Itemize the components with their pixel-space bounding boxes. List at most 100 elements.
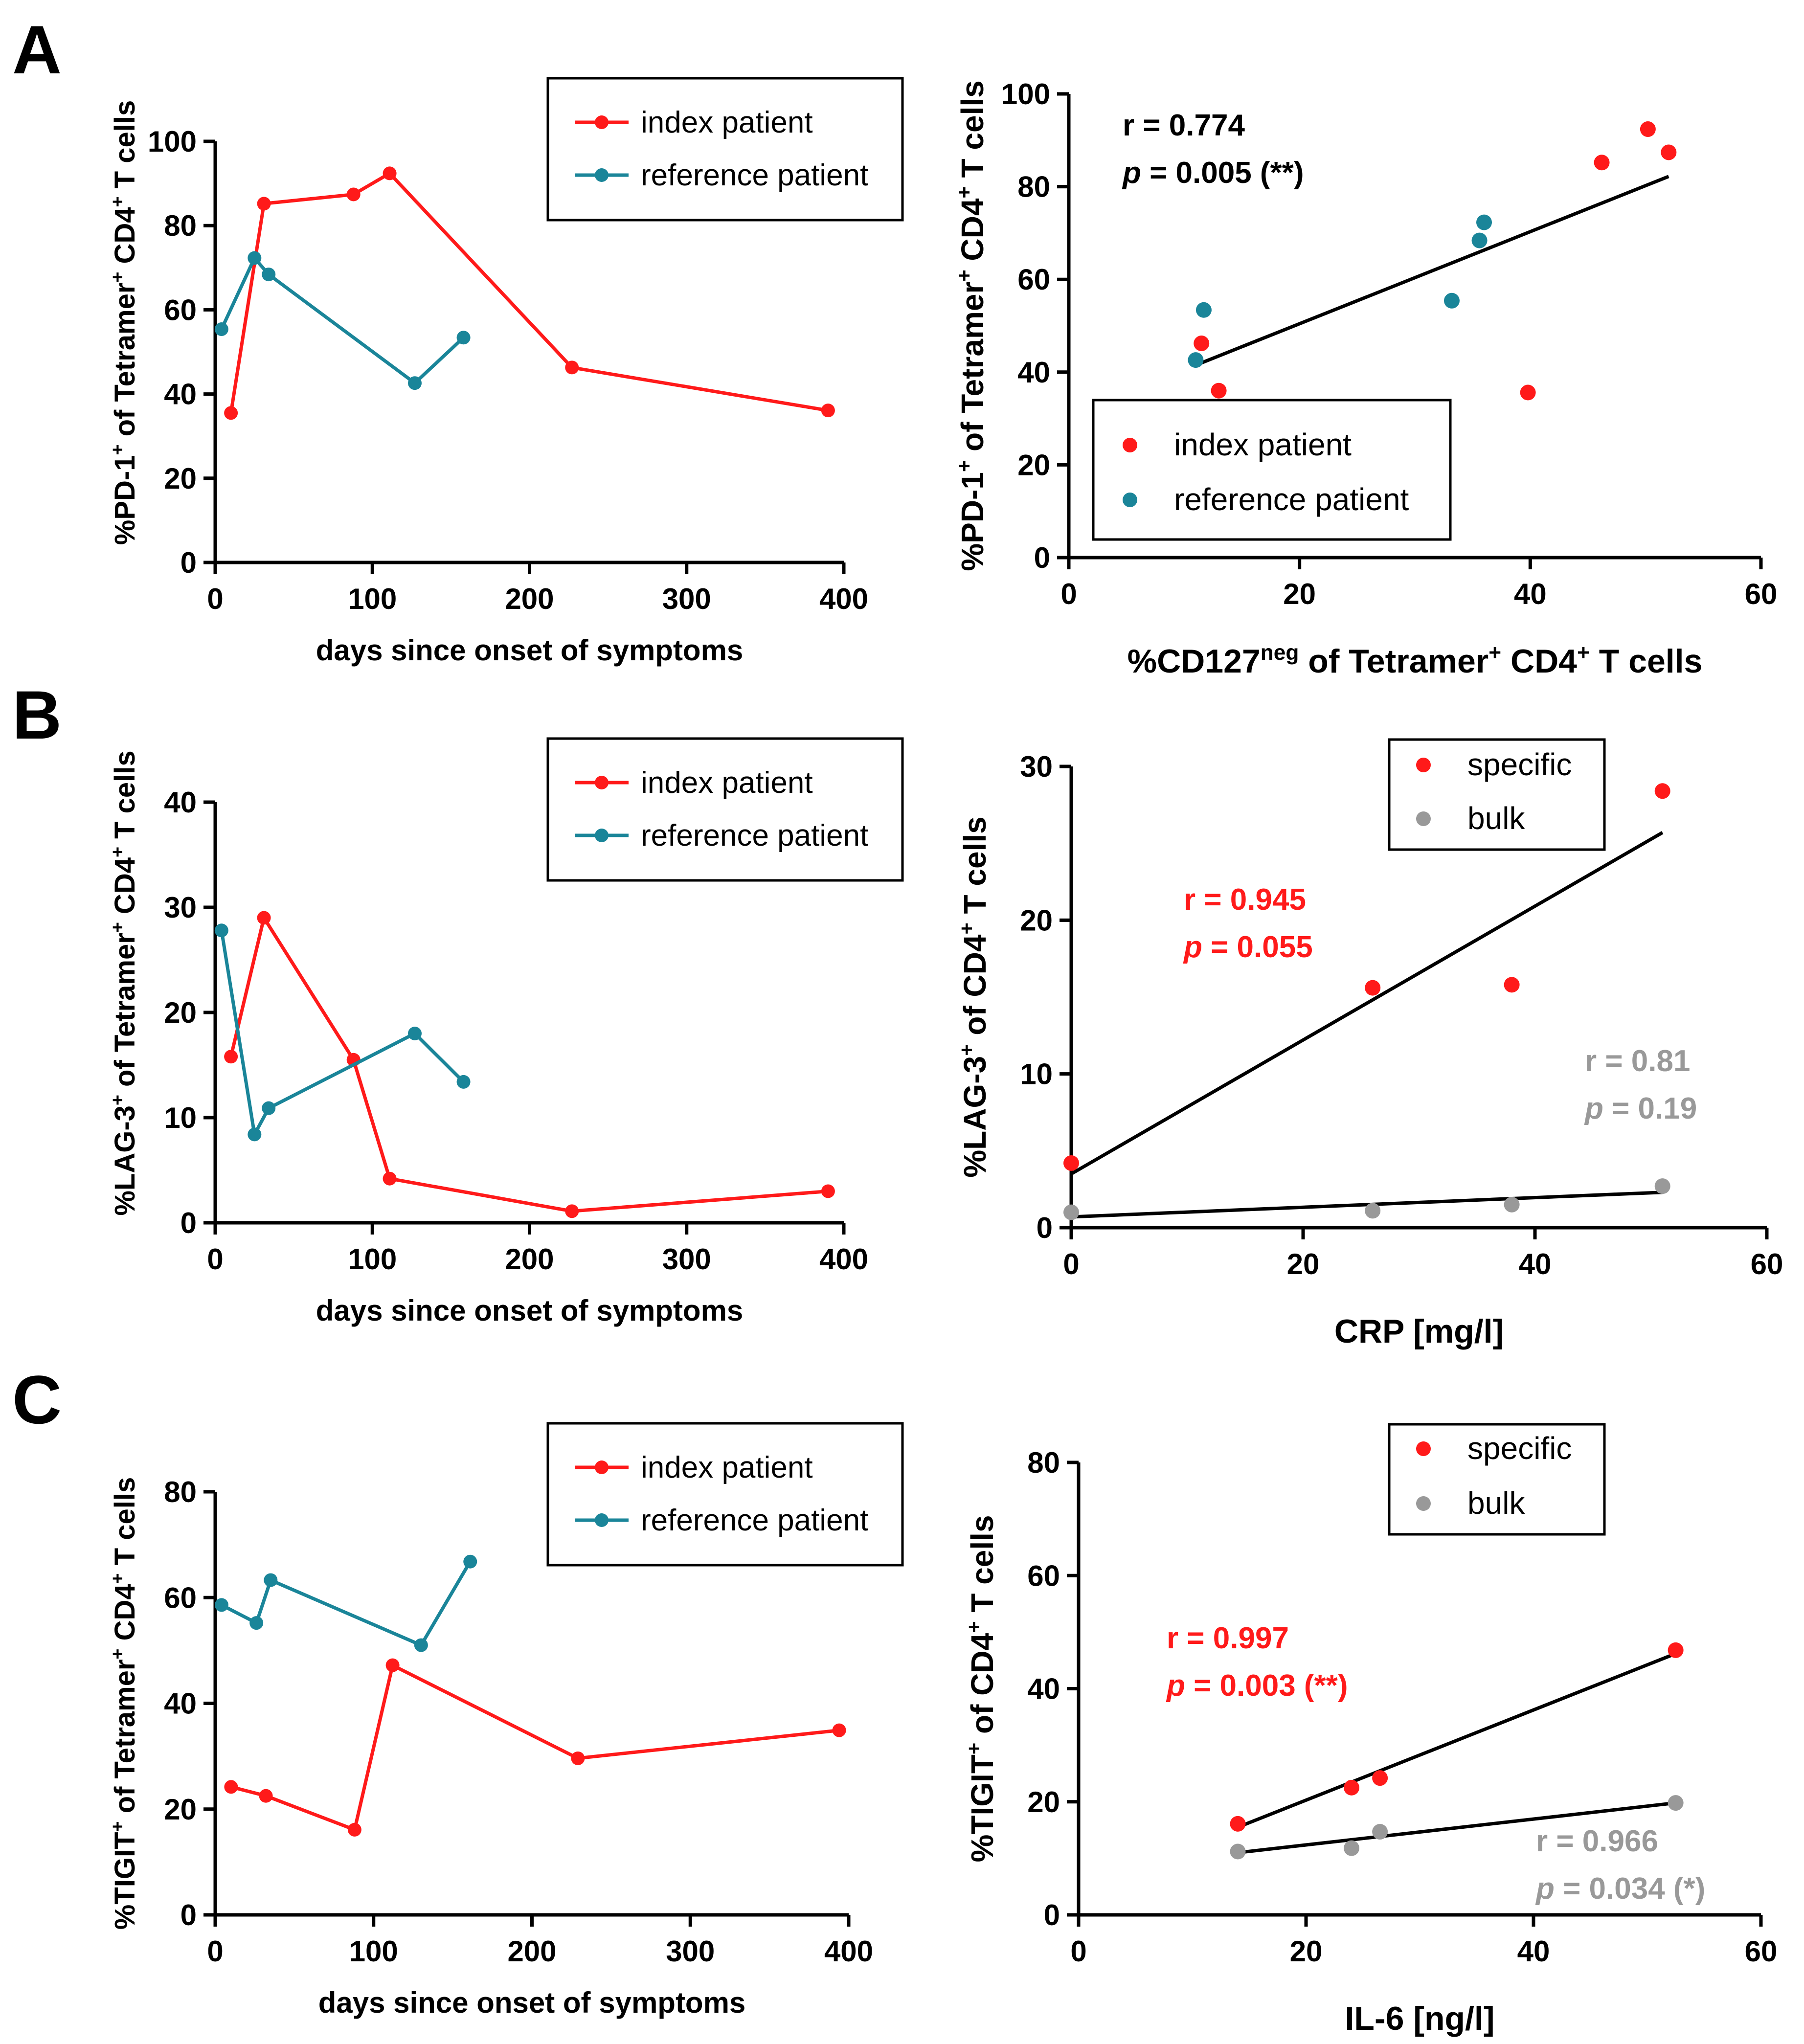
data-point (456, 1075, 471, 1089)
data-point (248, 1127, 262, 1142)
series-line (229, 171, 829, 413)
series-reference-patient (1188, 214, 1492, 368)
regression-line (1238, 1801, 1676, 1855)
data-point (264, 1573, 278, 1587)
y-tick-label: 10 (164, 1101, 197, 1134)
series-line (220, 256, 465, 385)
data-point (1661, 144, 1677, 160)
data-point (821, 404, 835, 418)
y-tick-label: 80 (164, 1476, 197, 1508)
x-tick-label: 400 (819, 1243, 868, 1276)
data-point (414, 1638, 428, 1652)
y-axis-label: %LAG-3+ of Tetramer+ CD4+ T cells (107, 750, 141, 1215)
y-tick-label: 20 (1017, 449, 1050, 481)
data-point (385, 1658, 400, 1672)
y-tick-label: 10 (1020, 1058, 1053, 1091)
stat-annotation: r = 0.997 p = 0.003 (**) (1166, 1621, 1348, 1703)
legend-swatch-dot (595, 115, 609, 129)
x-tick-label: 0 (207, 1243, 223, 1276)
data-point (1194, 336, 1210, 352)
x-tick-label: 0 (1060, 578, 1077, 610)
data-point (214, 322, 228, 337)
data-point (1504, 977, 1520, 993)
data-point (1471, 232, 1488, 248)
chart-a2: 0 20 40 60 80 100 0 20 40 60 %CD127neg of Tetramer… (953, 78, 1778, 680)
legend-swatch-dot (595, 829, 609, 842)
x-tick-label: 100 (348, 1243, 397, 1276)
x-axis-label: days since onset of symptoms (318, 1986, 746, 2019)
data-point (1443, 292, 1460, 309)
data-point (248, 251, 262, 265)
series-specific (1063, 783, 1670, 1171)
legend: index patient reference patient (546, 77, 904, 222)
data-point (257, 197, 271, 211)
y-tick-label: 0 (1034, 541, 1050, 574)
x-tick-label: 40 (1517, 1935, 1550, 1968)
series-index-patient (1194, 121, 1677, 401)
y-axis-label: %PD-1+ of Tetramer+ CD4+ T cells (107, 100, 141, 545)
data-point (257, 911, 271, 925)
data-point (249, 1616, 264, 1630)
x-tick-label: 40 (1514, 578, 1547, 610)
data-point (224, 406, 238, 420)
data-point (1344, 1779, 1359, 1796)
x-tick-label: 0 (207, 583, 223, 615)
legend-label: specific (1467, 1431, 1572, 1466)
legend-label: index patient (1174, 427, 1352, 462)
legend-swatch-dot (1416, 811, 1431, 826)
p-value-text: = 0.005 (**) (1141, 156, 1304, 190)
y-tick-label: 40 (164, 786, 197, 819)
series-bulk (1230, 1795, 1684, 1860)
y-tick-label: 60 (1017, 263, 1050, 296)
panel-label-b: B (12, 676, 62, 753)
legend-label: bulk (1467, 1485, 1525, 1521)
panel-label-a: A (12, 11, 62, 88)
data-point (1365, 980, 1381, 996)
series-reference-patient (214, 923, 471, 1142)
chart-b2: 0 10 20 30 0 20 40 60 CRP [mg/l] %LAG-3+ of CD4+ … (955, 738, 1783, 1350)
y-tick-label: 0 (180, 546, 197, 579)
legend-label: reference patient (641, 1504, 868, 1537)
regression-line (1195, 175, 1669, 367)
data-point (1063, 1155, 1079, 1171)
chart-a1: 0 20 40 60 80 100 0 100 200 300 400 days since onse… (107, 77, 904, 667)
x-tick-label: 60 (1751, 1248, 1783, 1280)
data-point (262, 268, 276, 282)
data-point (463, 1554, 477, 1569)
stat-annotation: r = 0.774 p = 0.005 (**) (1122, 109, 1304, 190)
x-tick-label: 400 (819, 583, 868, 615)
x-tick-label: 20 (1287, 1248, 1320, 1280)
chart-c1: 0 20 40 60 80 0 100 200 300 400 days since onset o… (107, 1422, 904, 2019)
data-point (346, 187, 361, 202)
series-line (221, 1560, 472, 1647)
data-point (383, 166, 397, 180)
x-tick-label: 400 (824, 1935, 873, 1968)
y-tick-label: 0 (1044, 1899, 1060, 1932)
y-tick-label: 40 (164, 1687, 197, 1720)
x-tick-label: 300 (666, 1935, 715, 1968)
y-tick-label: 0 (180, 1207, 197, 1239)
data-point (1365, 1203, 1381, 1219)
data-point (1372, 1824, 1388, 1840)
data-point (1654, 783, 1670, 799)
x-tick-label: 200 (507, 1935, 556, 1968)
y-tick-label: 40 (1017, 356, 1050, 389)
y-tick-label: 60 (164, 1581, 197, 1614)
legend-swatch-dot (1416, 758, 1431, 772)
data-point (214, 1598, 228, 1612)
legend-label: reference patient (641, 158, 868, 192)
data-point (407, 376, 422, 390)
chart-c2: 0 20 40 60 80 0 20 40 60 IL-6 [ng/l] %TIGIT+ of CD… (963, 1423, 1777, 2037)
x-axis-label: %CD127neg of Tetramer+ CD4+ T cells (1128, 641, 1703, 680)
data-point (1668, 1642, 1684, 1658)
y-tick-label: 40 (164, 378, 197, 411)
y-tick-label: 20 (1027, 1786, 1060, 1819)
y-tick-label: 30 (1020, 750, 1053, 783)
x-tick-label: 100 (348, 583, 397, 615)
data-point (1372, 1770, 1388, 1786)
y-tick-label: 30 (164, 891, 197, 924)
y-tick-label: 40 (1027, 1673, 1060, 1706)
legend-label: index patient (641, 766, 813, 800)
y-axis-label: %PD-1+ of Tetramer+ CD4+ T cells (953, 80, 990, 571)
